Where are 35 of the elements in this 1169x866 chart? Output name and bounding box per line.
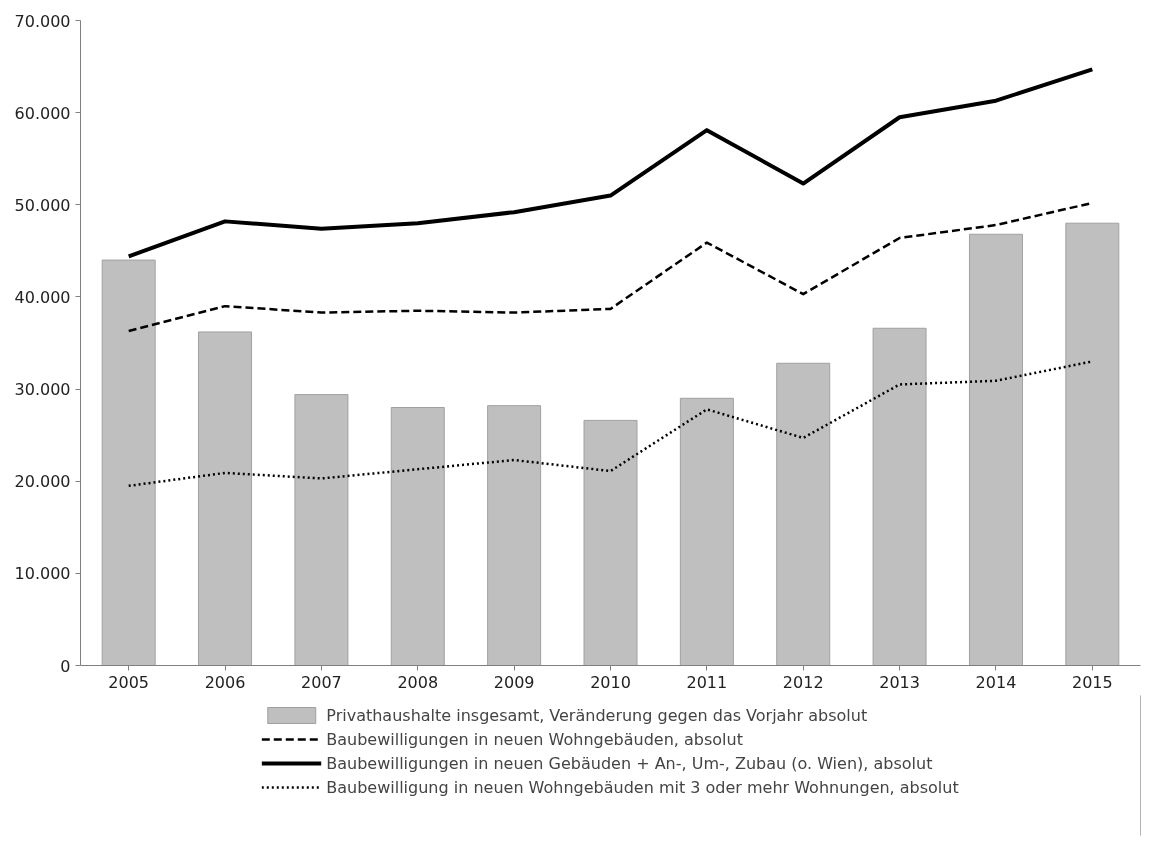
x-tick-label: 2008 bbox=[397, 672, 439, 692]
bar bbox=[101, 259, 156, 666]
bar bbox=[487, 405, 542, 666]
x-tick-label: 2014 bbox=[975, 672, 1017, 692]
y-tick-label: 0 bbox=[60, 656, 71, 676]
x-tick-label: 2006 bbox=[204, 672, 246, 692]
x-tick-label: 2011 bbox=[686, 672, 728, 692]
x-tick-label: 2012 bbox=[782, 672, 824, 692]
y-tick-label: 50.000 bbox=[14, 195, 71, 215]
line-series bbox=[126, 67, 1095, 259]
x-tick-label: 2010 bbox=[590, 672, 631, 692]
x-tick-label: 2009 bbox=[493, 672, 535, 692]
bar bbox=[872, 327, 927, 666]
y-tick-label: 30.000 bbox=[14, 380, 71, 400]
y-tick-label: 60.000 bbox=[14, 103, 71, 123]
legend-label: Baubewilligung in neuen Wohngebäuden mit 3 oder mehr Wohnungen, absolut bbox=[326, 777, 959, 797]
y-tick-label: 20.000 bbox=[14, 472, 71, 492]
bar bbox=[390, 407, 445, 666]
legend-label: Baubewilligungen in neuen Wohngebäuden, absolut bbox=[326, 729, 743, 749]
bar bbox=[1065, 222, 1120, 666]
y-tick-label: 40.000 bbox=[14, 287, 71, 307]
bar bbox=[198, 331, 253, 666]
bar bbox=[583, 419, 638, 666]
y-tick-label: 70.000 bbox=[14, 11, 71, 31]
x-tick-label: 2015 bbox=[1071, 672, 1113, 692]
y-tick-label: 10.000 bbox=[14, 564, 71, 584]
x-tick-label: 2007 bbox=[301, 672, 342, 692]
x-tick-label: 2013 bbox=[879, 672, 920, 692]
legend-label: Baubewilligungen in neuen Gebäuden + An-, Um-, Zubau (o. Wien), absolut bbox=[326, 753, 933, 773]
x-tick-label: 2005 bbox=[108, 672, 150, 692]
bar bbox=[968, 233, 1023, 666]
legend-label: Privathaushalte insgesamt, Veränderung gegen das Vorjahr absolut bbox=[326, 705, 868, 725]
bar bbox=[679, 397, 734, 666]
bar bbox=[776, 362, 831, 666]
bar bbox=[294, 394, 349, 666]
